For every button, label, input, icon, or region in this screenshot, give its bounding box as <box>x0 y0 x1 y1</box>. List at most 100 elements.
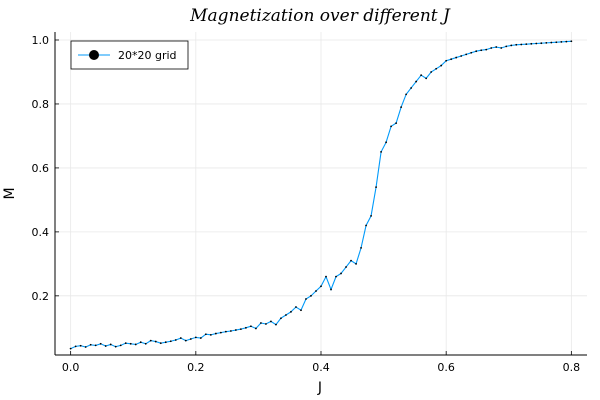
data-point <box>530 42 533 45</box>
data-point <box>350 259 352 262</box>
data-point <box>144 342 147 345</box>
x-tick-label: 0.6 <box>437 361 455 374</box>
data-point <box>410 87 413 89</box>
data-point <box>194 336 197 339</box>
data-point <box>179 337 182 339</box>
data-point <box>355 262 357 265</box>
data-point <box>244 326 247 329</box>
data-point <box>335 275 337 278</box>
data-point <box>280 317 282 320</box>
data-point <box>224 330 227 333</box>
data-point <box>174 339 177 341</box>
data-point <box>435 67 438 70</box>
data-point <box>229 330 232 332</box>
data-point <box>405 93 408 96</box>
data-point <box>385 141 387 144</box>
data-point <box>250 325 252 328</box>
data-point <box>219 331 222 334</box>
data-point <box>79 344 82 347</box>
data-point <box>430 71 433 73</box>
y-axis-label: M <box>2 187 18 199</box>
data-point <box>285 314 287 316</box>
data-point <box>134 343 137 346</box>
data-point <box>99 342 102 345</box>
x-tick-label: 0.4 <box>312 361 330 374</box>
data-point <box>460 55 463 57</box>
data-point <box>565 40 568 43</box>
data-point <box>260 322 262 324</box>
data-point <box>440 64 443 67</box>
y-tick-label: 0.4 <box>32 226 50 239</box>
x-tick-label: 0.0 <box>62 361 80 374</box>
data-point <box>305 298 307 300</box>
data-point <box>234 329 237 331</box>
data-point <box>570 40 573 43</box>
data-point <box>109 343 112 346</box>
data-point <box>450 58 453 61</box>
data-point <box>375 186 377 189</box>
data-point <box>445 59 448 62</box>
data-point <box>395 122 398 125</box>
data-point <box>560 41 563 43</box>
data-point <box>239 328 242 330</box>
data-point <box>525 43 528 46</box>
data-point <box>455 56 458 59</box>
data-point <box>425 77 428 80</box>
x-tick-label: 0.8 <box>563 361 581 374</box>
data-point <box>490 47 493 49</box>
legend-marker <box>89 50 99 60</box>
data-point <box>159 342 162 345</box>
data-point <box>265 323 267 325</box>
data-point <box>365 224 367 227</box>
data-point <box>209 333 212 336</box>
data-point <box>485 48 488 51</box>
data-point <box>340 272 342 275</box>
data-point <box>380 151 382 153</box>
axes <box>54 32 587 356</box>
data-point <box>495 46 498 48</box>
y-tick-label: 0.2 <box>32 290 50 303</box>
y-tick-label: 0.8 <box>32 98 50 111</box>
data-point <box>315 290 317 292</box>
data-point <box>520 43 523 46</box>
data-point <box>500 47 503 49</box>
data-point <box>124 342 127 345</box>
data-point <box>475 50 478 53</box>
data-point <box>69 347 72 350</box>
data-point <box>325 275 327 278</box>
data-point <box>295 306 297 308</box>
data-point <box>505 45 508 48</box>
x-axis-label: J <box>317 380 322 396</box>
data-point <box>515 43 518 46</box>
data-point <box>415 80 418 83</box>
data-point <box>189 338 192 340</box>
data-point <box>149 339 152 342</box>
chart-title: Magnetization over different J <box>189 6 451 26</box>
data-point <box>290 310 292 313</box>
data-point <box>535 42 538 45</box>
data-point <box>345 266 347 268</box>
data-point <box>74 345 77 348</box>
data-point <box>470 51 473 54</box>
data-point <box>540 42 543 45</box>
data-point <box>270 320 272 323</box>
data-point <box>420 74 423 77</box>
data-point <box>129 342 132 345</box>
data-point <box>310 294 312 297</box>
data-point <box>89 343 92 346</box>
data-point <box>360 246 362 249</box>
data-point <box>199 337 202 339</box>
legend-label: 20*20 grid <box>118 49 177 62</box>
tick-labels: 0.0 0.2 0.4 0.6 0.8 0.2 0.4 0.6 0.8 1.0 <box>32 34 581 374</box>
data-point <box>255 327 257 330</box>
data-point <box>555 41 558 44</box>
grid-lines <box>55 32 587 355</box>
data-point <box>169 340 172 343</box>
data-point <box>545 41 548 44</box>
data-point <box>139 341 142 344</box>
data-point <box>119 344 122 347</box>
data-point <box>480 49 483 52</box>
data-point <box>510 44 513 47</box>
data-point <box>154 340 157 343</box>
